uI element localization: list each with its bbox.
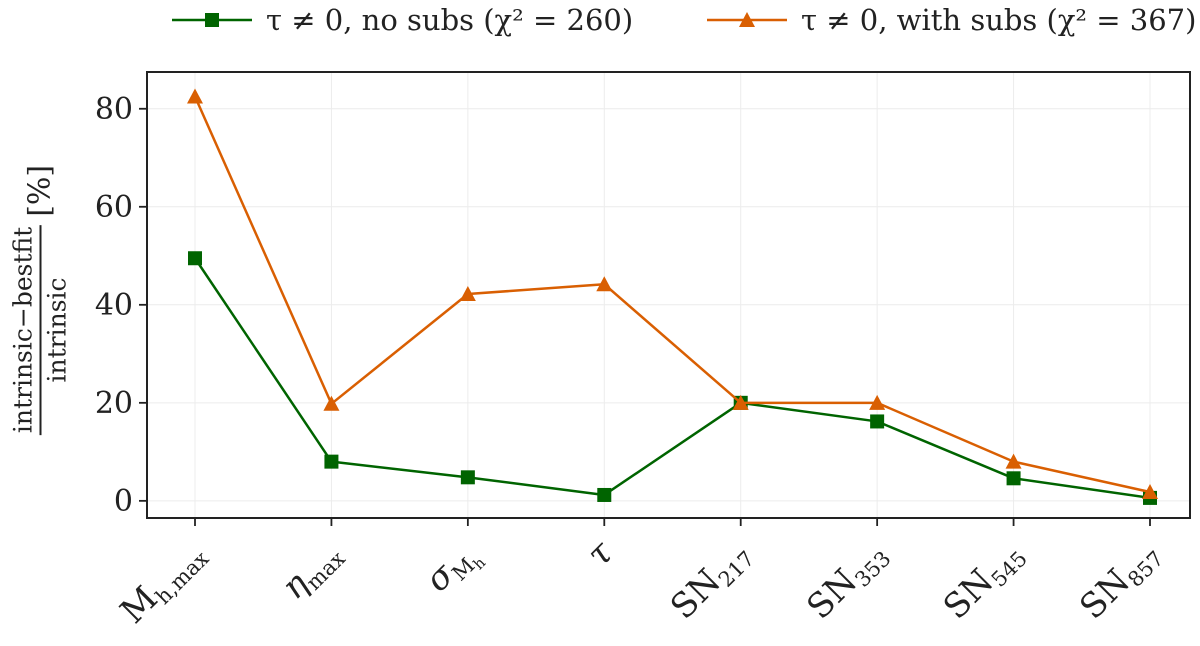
data-point-triangle <box>187 88 203 104</box>
data-point-square <box>870 414 885 429</box>
y-axis: 0 20 40 60 80 <box>95 92 147 519</box>
y-tick-label: 0 <box>114 484 133 519</box>
x-tick-label: ηmax <box>274 533 350 609</box>
data-point-square <box>324 454 339 469</box>
x-tick-label: SN353 <box>799 533 895 629</box>
x-tick-label: SN217 <box>663 533 759 629</box>
y-tick-label: 60 <box>95 190 133 225</box>
y-axis-label-fraction: intrinsic−bestfit intrinsic <box>8 224 72 436</box>
y-tick-label: 40 <box>95 288 133 323</box>
y-axis-label-numerator: intrinsic−bestfit <box>8 224 42 436</box>
data-point-triangle <box>1142 484 1158 500</box>
legend: τ ≠ 0, no subs (χ² = 260) τ ≠ 0, with su… <box>0 0 1200 40</box>
data-point-square <box>188 251 202 266</box>
legend-item-with-subs: τ ≠ 0, with subs (χ² = 367) <box>705 2 1196 38</box>
legend-label-no-subs: τ ≠ 0, no subs (χ² = 260) <box>266 3 634 37</box>
legend-swatch-no-subs <box>172 13 252 27</box>
y-tick-label: 80 <box>95 92 133 127</box>
y-axis-label-unit: [%] <box>22 164 58 217</box>
x-tick-label: SN857 <box>1072 533 1168 629</box>
data-point-square <box>597 487 612 502</box>
legend-swatch-with-subs <box>707 12 787 27</box>
series-with-subs <box>187 88 1158 500</box>
x-tick-label: σMh <box>417 533 489 605</box>
series-line <box>193 95 1151 494</box>
data-point-square <box>460 470 475 485</box>
data-point-triangle <box>596 276 613 292</box>
y-axis-label-denominator: intrinsic <box>42 277 72 383</box>
x-tick-label: Mh,max <box>113 533 214 634</box>
series-line <box>193 257 1151 500</box>
data-point-triangle <box>869 394 886 410</box>
x-axis: Mh,max ηmax σMh τ SN217 SN353 SN545 SN857 <box>113 518 1168 634</box>
data-point-triangle <box>323 395 340 411</box>
data-point-triangle <box>732 394 749 410</box>
series-layer <box>187 88 1158 505</box>
x-tick-label: SN545 <box>936 533 1032 629</box>
legend-item-no-subs: τ ≠ 0, no subs (χ² = 260) <box>170 2 633 38</box>
data-point-triangle <box>459 286 476 302</box>
x-tick-label: τ <box>579 532 621 574</box>
data-point-square <box>1006 471 1021 486</box>
legend-label-with-subs: τ ≠ 0, with subs (χ² = 367) <box>801 3 1197 37</box>
grid-lines <box>147 72 1190 518</box>
y-tick-label: 20 <box>95 386 133 421</box>
data-point-triangle <box>1005 453 1022 469</box>
plot-frame <box>146 71 1191 519</box>
